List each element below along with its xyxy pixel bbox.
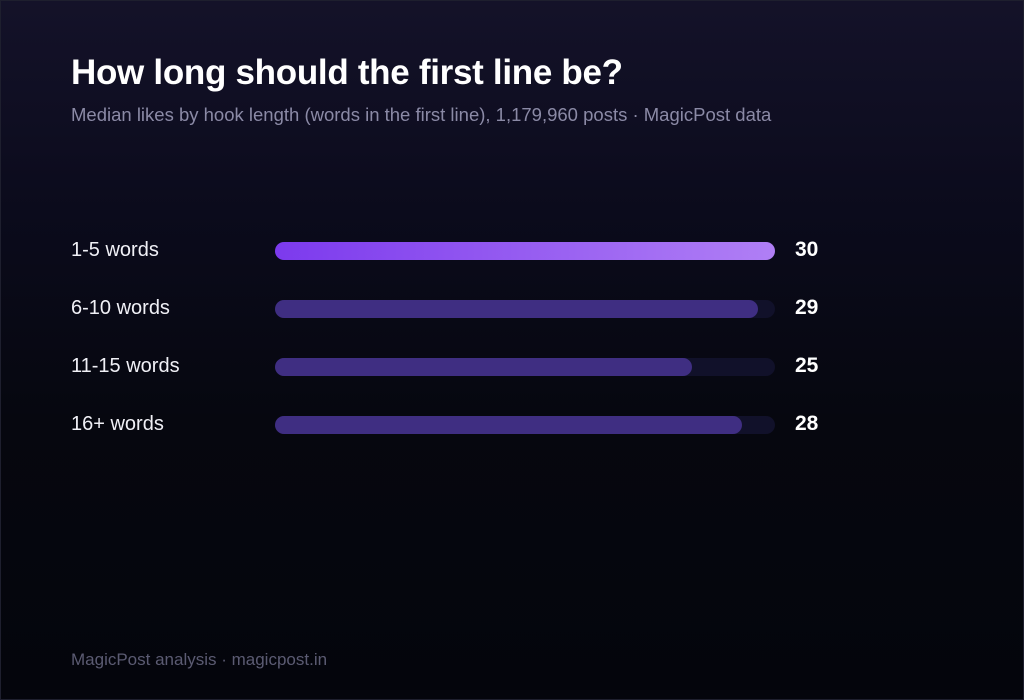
category-label: 6-10 words bbox=[71, 297, 170, 319]
bar-track bbox=[275, 300, 775, 318]
bar-row: 11-15 words 25 bbox=[71, 347, 871, 387]
bar-row: 16+ words 28 bbox=[71, 405, 871, 445]
category-label: 11-15 words bbox=[71, 355, 180, 377]
bar-track bbox=[275, 358, 775, 376]
category-label: 1-5 words bbox=[71, 239, 159, 261]
bar-row: 1-5 words 30 bbox=[71, 231, 871, 271]
value-label: 28 bbox=[795, 412, 819, 435]
value-label: 25 bbox=[795, 354, 819, 377]
chart-title: How long should the first line be? bbox=[71, 53, 623, 92]
bar-chart: 1-5 words 30 6-10 words 29 11-15 words 25 16+ … bbox=[71, 231, 871, 451]
value-label: 30 bbox=[795, 238, 819, 261]
bar-track bbox=[275, 242, 775, 260]
bar bbox=[275, 242, 775, 260]
bar-row: 6-10 words 29 bbox=[71, 289, 871, 329]
bar bbox=[275, 358, 692, 376]
bar bbox=[275, 300, 759, 318]
footer-credit: MagicPost analysis · magicpost.in bbox=[71, 650, 328, 669]
value-label: 29 bbox=[795, 296, 819, 319]
category-label: 16+ words bbox=[71, 413, 164, 435]
bar-track bbox=[275, 416, 775, 434]
chart-subtitle: Median likes by hook length (words in th… bbox=[71, 104, 772, 125]
bar bbox=[275, 416, 742, 434]
